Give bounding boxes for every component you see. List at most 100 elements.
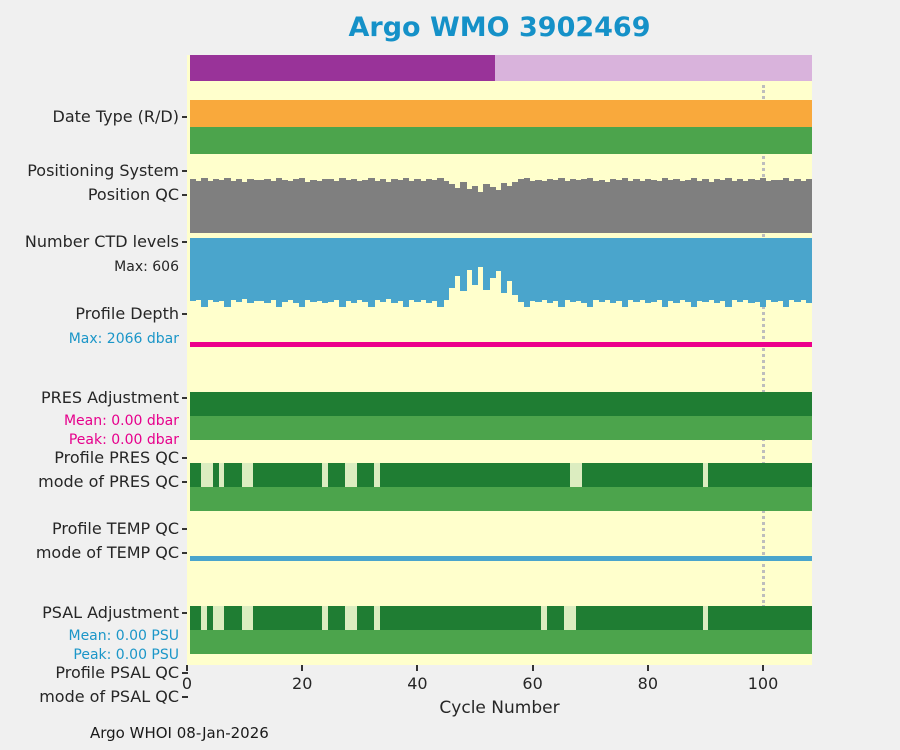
temp-qc-gap (207, 463, 213, 487)
profile-depth-bar (327, 238, 335, 303)
ctd-levels-bar (264, 178, 271, 233)
profile-depth-bar (771, 238, 778, 302)
profile-depth-bar (333, 238, 340, 301)
ctd-levels-bar (206, 181, 214, 233)
profile-depth-bar (713, 238, 721, 304)
profile-depth-bar (224, 238, 231, 307)
profile-depth-bar (350, 238, 358, 303)
temp-qc-gap (351, 463, 357, 487)
row-label-psal-adjustment: PSAL Adjustment (42, 603, 188, 622)
profile-depth-bar (471, 238, 479, 285)
row-label-profile-psal-qc: Profile PSAL QC (55, 663, 188, 682)
profile-depth-bar (627, 238, 634, 301)
profile-psal-qc-bar (189, 606, 812, 630)
ctd-levels-bar (754, 179, 761, 233)
ctd-levels-bar (713, 178, 721, 233)
row-label-positioning: Positioning System (27, 161, 188, 180)
profile-depth-bar (391, 238, 398, 304)
profile-depth-bar (316, 238, 323, 301)
ctd-levels-bar (373, 180, 381, 233)
profile-depth-bar (644, 238, 652, 304)
ctd-levels-bar (690, 178, 698, 233)
ctd-levels-bar (379, 179, 387, 233)
ctd-levels-bar (298, 178, 306, 233)
profile-depth-bar (195, 238, 202, 301)
ctd-levels-bar (448, 183, 456, 233)
ctd-levels-bar (195, 180, 202, 233)
date-type-r-segment (189, 55, 496, 81)
psal-qc-gap (564, 606, 571, 630)
ctd-levels-bar (437, 178, 444, 233)
profile-depth-bar (494, 238, 502, 272)
x-tick-mark (186, 665, 188, 671)
ctd-levels-bar (471, 185, 479, 233)
ctd-levels-bar (523, 178, 531, 233)
row-label-profile-depth: Profile Depth (75, 304, 188, 323)
ctd-levels-bar (466, 189, 473, 233)
ctd-levels-bar (287, 180, 294, 233)
profile-temp-qc-bar (189, 463, 812, 487)
ctd-levels-bar (345, 180, 352, 233)
profile-depth-bar (442, 238, 450, 300)
profile-depth-bar (512, 238, 519, 295)
date-type-row (187, 55, 812, 81)
ctd-levels-bar (362, 179, 369, 233)
profile-depth-bar (241, 238, 248, 300)
ctd-levels-bar (431, 180, 438, 233)
profile-depth-bar (477, 238, 484, 268)
profile-depth-bar (707, 238, 715, 300)
ctd-levels-bar (731, 180, 738, 233)
x-tick-label: 0 (181, 674, 193, 693)
ctd-levels-bar (494, 190, 502, 233)
ctd-levels-bar (586, 178, 594, 233)
profile-depth-bar (517, 238, 525, 303)
ctd-levels-bar (396, 179, 404, 233)
ctd-levels-bar (517, 179, 525, 233)
ctd-levels-bar (247, 178, 254, 233)
ctd-levels-bar (633, 179, 640, 233)
profile-depth-bar (396, 238, 404, 302)
row-label-mode-psal-qc: mode of PSAL QC (39, 687, 188, 706)
ctd-levels-bar (368, 178, 375, 233)
ctd-levels-bar (512, 182, 519, 233)
ctd-levels-bar (702, 179, 709, 233)
temp-qc-gap (374, 463, 380, 487)
sub-label-ctd-max: Max: 606 (114, 259, 179, 275)
ctd-levels-bar (327, 179, 335, 233)
y-axis-labels: Date Type (R/D) Positioning System Posit… (0, 55, 189, 706)
row-label-profile-temp-qc: Profile TEMP QC (51, 519, 189, 538)
profile-depth-bar (304, 238, 312, 300)
profile-depth-bar (684, 238, 692, 302)
ctd-levels-bar (218, 179, 225, 233)
x-axis: 0 20 40 60 80 100 (182, 665, 812, 705)
profile-depth-bar (356, 238, 364, 300)
ctd-levels-bar (656, 181, 663, 233)
profile-depth-bar (229, 238, 237, 301)
x-tick-mark (416, 665, 419, 671)
profile-depth-bar (702, 238, 709, 303)
x-tick-label: 80 (637, 674, 658, 693)
profile-depth-bar (569, 238, 577, 303)
profile-depth-bar (667, 238, 675, 302)
ctd-levels-bar (402, 178, 410, 233)
x-tick-label: 20 (292, 674, 313, 693)
psal-qc-gap (218, 606, 225, 630)
profile-depth-bar (212, 238, 220, 303)
profile-depth-bar (500, 238, 508, 294)
ctd-levels-bar (794, 179, 801, 233)
profile-depth-bar (759, 238, 767, 307)
positioning-system-row (187, 100, 812, 127)
profile-depth-bar (258, 238, 266, 301)
profile-depth-bar (431, 238, 438, 302)
profile-depth-bar (379, 238, 387, 303)
profile-depth-bar (385, 238, 392, 300)
profile-depth-bar (448, 238, 456, 289)
temp-qc-gap (247, 463, 254, 487)
profile-depth-bar (558, 238, 565, 307)
footer-credit: Argo WHOI 08-Jan-2026 (90, 724, 269, 742)
profile-depth-bar (610, 238, 617, 304)
ctd-levels-bar (615, 180, 623, 233)
profile-depth-bar (298, 238, 306, 307)
temp-qc-gap (570, 463, 576, 487)
pres-adjustment-line (189, 342, 812, 347)
